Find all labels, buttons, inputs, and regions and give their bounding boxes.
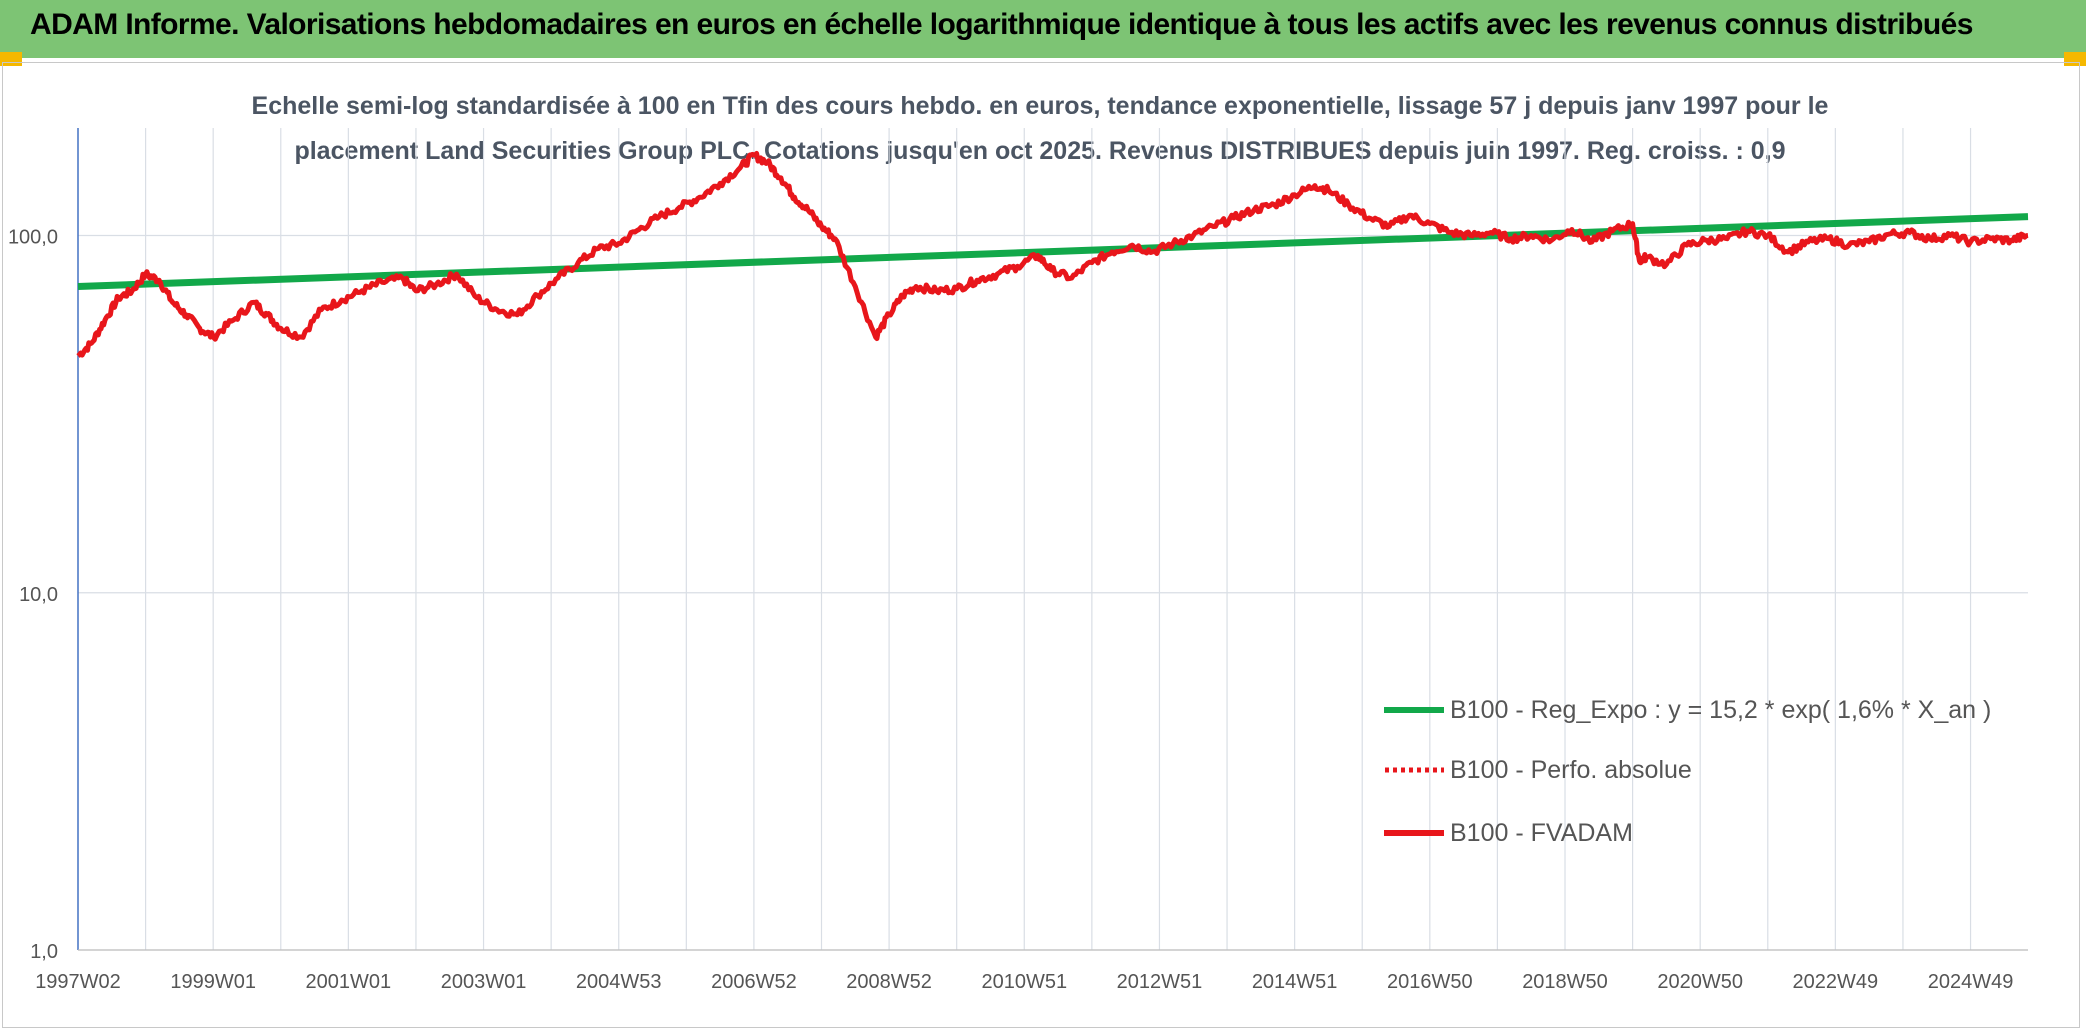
series-line-reg-expo — [77, 213, 2029, 291]
chart-title: Echelle semi-log standardisée à 100 en T… — [150, 84, 1930, 174]
x-tick-label: 2022W49 — [1793, 971, 1879, 993]
legend-label-reg-expo: B100 - Reg_Expo : y = 15,2 * exp( 1,6% *… — [1450, 696, 1992, 724]
legend-swatch-perfo — [1385, 767, 1444, 773]
y-tick-label: 10,0 — [19, 584, 58, 606]
x-tick-label: 2003W01 — [441, 971, 527, 993]
x-tick-label: 2004W53 — [576, 971, 662, 993]
x-tick-label: 2014W51 — [1252, 971, 1338, 993]
legend-swatch-reg-expo — [1384, 707, 1444, 713]
x-tick-label: 2010W51 — [981, 971, 1067, 993]
legend-label-fvadam: B100 - FVADAM — [1450, 819, 1633, 847]
x-tick-label: 1997W02 — [35, 971, 121, 993]
legend-label-perfo: B100 - Perfo. absolue — [1450, 756, 1692, 784]
x-tick-label: 2020W50 — [1657, 971, 1743, 993]
legend-swatch-fvadam — [1384, 830, 1444, 836]
report-title: ADAM Informe. Valorisations hebdomadaire… — [30, 8, 1973, 41]
report-header: ADAM Informe. Valorisations hebdomadaire… — [0, 0, 2086, 58]
y-tick-label: 1,0 — [30, 941, 58, 963]
x-tick-label: 2016W50 — [1387, 971, 1473, 993]
x-tick-label: 2024W49 — [1928, 971, 2014, 993]
x-tick-label: 2012W51 — [1117, 971, 1203, 993]
y-tick-label: 100,0 — [8, 227, 58, 249]
x-tick-label: 1999W01 — [170, 971, 256, 993]
chart-title-line-2: placement Land Securities Group PLC. Cot… — [294, 137, 1786, 165]
x-tick-label: 2018W50 — [1522, 971, 1608, 993]
x-tick-label: 2008W52 — [846, 971, 932, 993]
chart-frame — [2, 62, 2080, 1028]
series-line-fvadam — [76, 150, 2029, 358]
x-tick-label: 2006W52 — [711, 971, 797, 993]
x-tick-label: 2001W01 — [306, 971, 392, 993]
chart-title-line-1: Echelle semi-log standardisée à 100 en T… — [251, 92, 1829, 120]
